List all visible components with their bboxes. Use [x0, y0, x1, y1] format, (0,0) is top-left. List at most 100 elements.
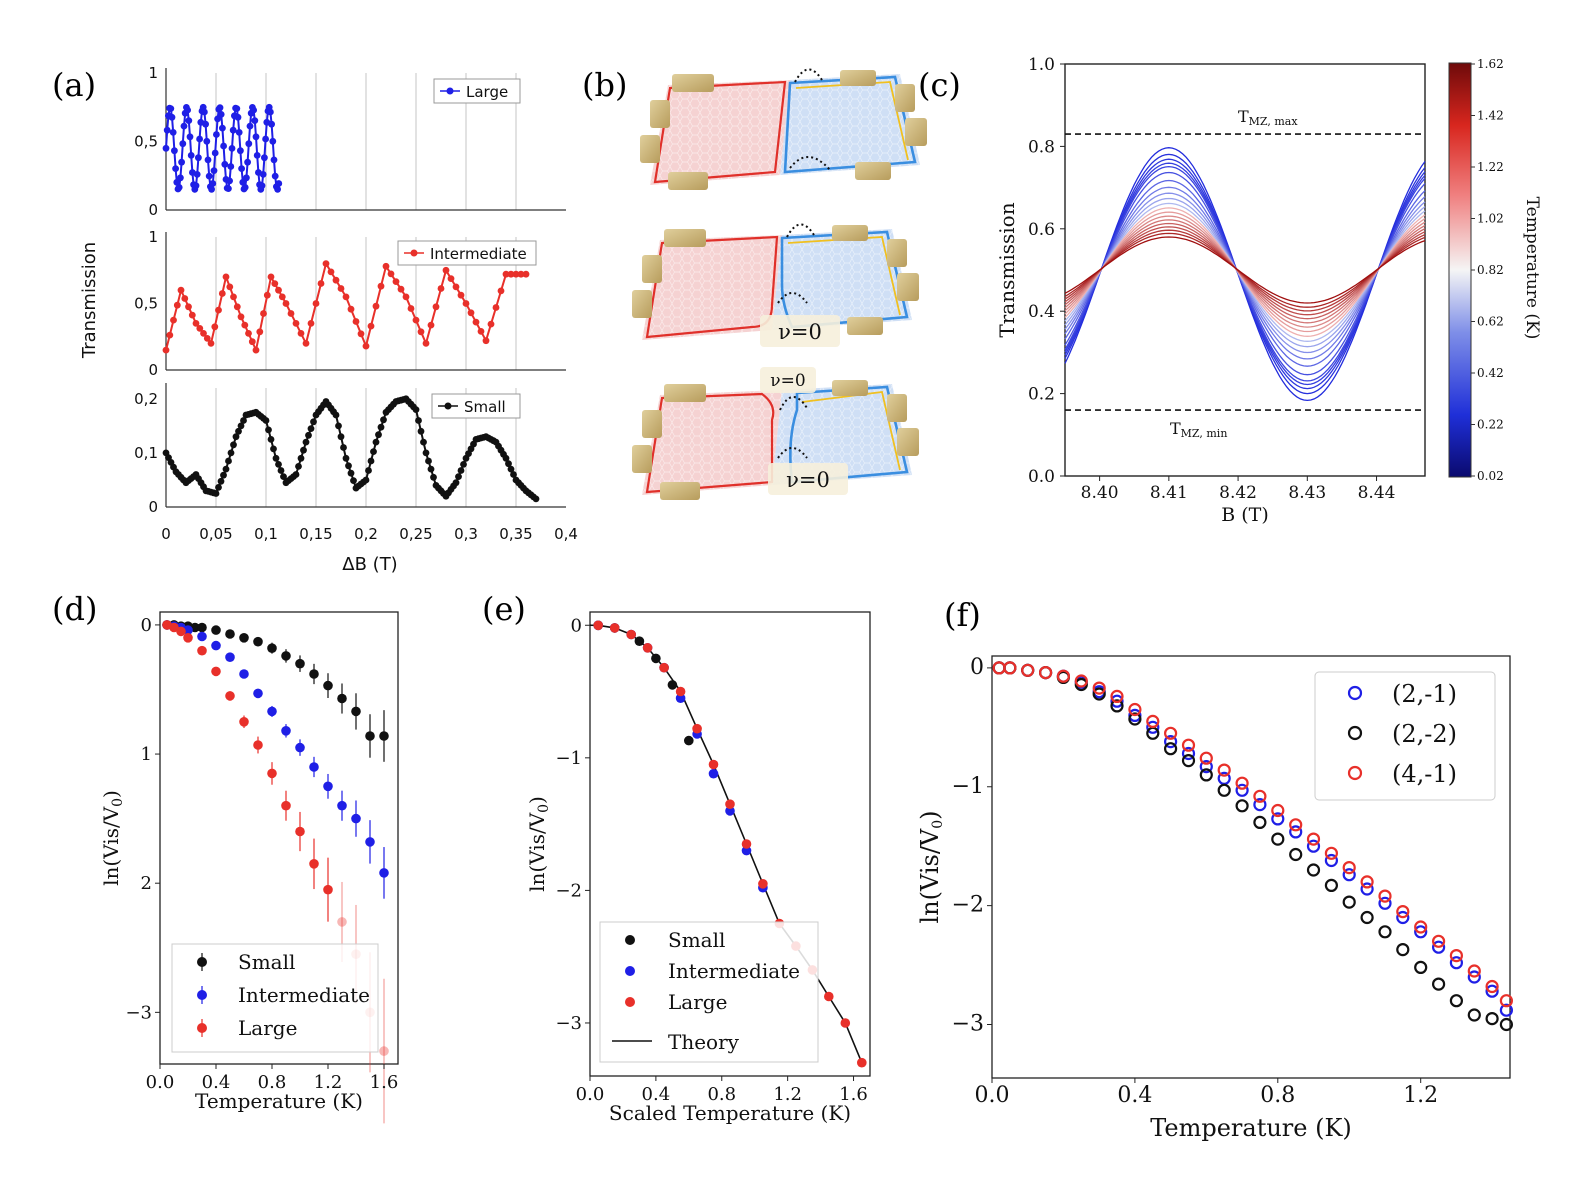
data-point [365, 837, 375, 847]
data-point [415, 417, 422, 424]
data-point [502, 270, 510, 278]
data-point [1217, 783, 1231, 797]
data-point [271, 280, 279, 287]
legend-marker [410, 249, 418, 257]
legend-marker [625, 997, 635, 1007]
data-point [741, 839, 752, 849]
data-point [327, 268, 335, 276]
panel-a-label: (a) [52, 66, 96, 104]
data-point [277, 467, 285, 474]
data-point [708, 768, 719, 779]
data-point [209, 180, 217, 187]
data-point [651, 653, 661, 664]
data-point [1342, 868, 1356, 882]
data-point [497, 287, 505, 295]
data-point [241, 321, 249, 329]
data-point [215, 306, 222, 314]
data-point [1306, 863, 1321, 877]
data-point [472, 318, 480, 326]
data-point [1449, 948, 1464, 963]
data-point [188, 311, 196, 319]
y-tick-label: −3 [555, 1013, 582, 1034]
data-point [452, 283, 460, 291]
data-point [226, 177, 234, 185]
data-point [178, 158, 186, 166]
data-point [1431, 977, 1446, 991]
x-axis-label: Temperature (K) [195, 1089, 363, 1113]
data-point [1199, 768, 1213, 782]
legend-marker [625, 935, 635, 945]
data-point [275, 180, 283, 187]
data-point [297, 454, 305, 462]
x-tick-label: 0 [161, 525, 171, 543]
data-point [365, 731, 375, 741]
data-point [292, 320, 300, 327]
data-point [430, 473, 437, 481]
data-point [337, 800, 347, 811]
data-point [1499, 994, 1514, 1008]
data-point [332, 411, 340, 419]
data-point [177, 174, 184, 182]
legend-label: (4,-1) [1392, 760, 1457, 788]
data-point [462, 300, 470, 307]
data-point [278, 293, 286, 301]
legend-marker [444, 402, 452, 410]
data-point [351, 706, 361, 717]
data-point [201, 108, 208, 116]
chart-f: 0.0 0.4 0.8 1.2 0 −1 −2 −3 Temperature (K) ln(Vis… [916, 655, 1514, 1142]
data-point [265, 426, 272, 434]
data-point [245, 140, 253, 148]
data-point [482, 337, 490, 345]
legend-label: (2,-1) [1392, 680, 1457, 708]
data-point [233, 105, 241, 112]
data-point [271, 172, 279, 180]
data-point [1414, 925, 1428, 939]
data-point [642, 643, 653, 653]
data-point [412, 406, 420, 413]
data-point [1092, 687, 1106, 701]
plot-frame [1064, 63, 1426, 477]
data-point [230, 293, 237, 301]
data-point [427, 321, 435, 329]
data-point [270, 156, 278, 164]
temperature-curve [1064, 186, 1426, 360]
legend-label: Intermediate [668, 959, 800, 983]
data-point [197, 631, 207, 642]
data-point [1092, 681, 1106, 695]
data-point [447, 275, 455, 282]
data-point [502, 454, 510, 462]
colorbar-label: Temperature (K) [1522, 197, 1542, 340]
data-point [250, 106, 257, 114]
data-point [221, 160, 229, 168]
data-point [420, 438, 427, 446]
data-point [437, 285, 445, 292]
data-point [253, 636, 263, 647]
data-point [246, 122, 254, 130]
data-point [1003, 661, 1017, 675]
data-point [370, 448, 377, 455]
data-point [309, 762, 319, 772]
legend-marker [197, 990, 207, 1000]
data-point [272, 454, 280, 462]
data-point [196, 325, 204, 332]
data-point [422, 449, 430, 457]
y-tick-label: 1 [141, 744, 152, 765]
data-point [218, 290, 226, 297]
data-point [235, 129, 243, 136]
data-point [1021, 663, 1035, 677]
data-point [1235, 799, 1249, 813]
data-point [213, 131, 220, 138]
data-point [1467, 1008, 1481, 1022]
y-tick-label: 2 [141, 873, 152, 894]
data-point [187, 152, 195, 159]
x-tick-label: 0,15 [299, 525, 332, 543]
data-point [243, 174, 250, 182]
x-axis-label: Temperature (K) [1150, 1114, 1352, 1142]
data-point [237, 422, 245, 430]
data-point [365, 467, 372, 474]
data-point [675, 693, 686, 703]
data-point [226, 283, 234, 291]
data-point [287, 310, 295, 317]
data-point [232, 433, 240, 441]
data-point [1074, 674, 1088, 688]
